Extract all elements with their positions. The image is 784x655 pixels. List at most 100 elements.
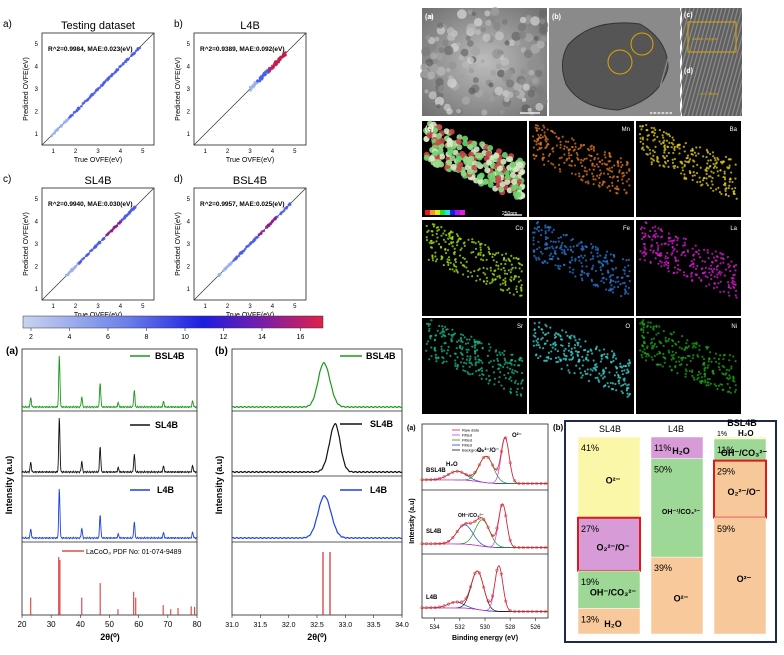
scatter-point	[120, 218, 124, 221]
xps-raw-point	[433, 606, 437, 610]
segment-label: O²⁻	[674, 594, 689, 604]
x-tick: 534	[430, 625, 441, 631]
scatter-point	[93, 246, 96, 250]
xrd-a-frame	[21, 348, 198, 616]
scatter-point	[118, 65, 122, 68]
scatter-point	[238, 252, 242, 255]
xps-raw-point	[424, 606, 428, 610]
scatter-point	[93, 91, 96, 95]
eds-element-map: Ba	[636, 121, 741, 217]
scatter-point	[130, 207, 134, 211]
xps-raw-point	[543, 546, 548, 550]
xps-raw-point	[526, 546, 530, 550]
x-tick: 30	[47, 620, 56, 629]
y-tick: 4	[35, 220, 39, 226]
scatter-point	[55, 128, 59, 132]
scatter-point	[287, 203, 291, 206]
xps-raw-point	[468, 521, 473, 525]
xps-raw-point	[482, 455, 486, 460]
xps-raw-point	[455, 600, 459, 604]
eds-overlay-map	[422, 120, 527, 217]
xps-raw-point	[530, 482, 534, 486]
eds-tag: (e)	[425, 126, 434, 133]
scatter-point	[127, 212, 130, 216]
y-tick: 2	[35, 109, 39, 115]
scatter-point	[73, 110, 77, 114]
x-tick: 4	[271, 149, 275, 155]
scatter-point	[122, 62, 125, 65]
scatter-point	[94, 244, 97, 248]
tem-tag: (b)	[552, 14, 561, 21]
parity-panel: a) Testing dataset R^2=0.9984, MAE:0.023(e…	[3, 19, 155, 164]
scatter-point	[255, 236, 259, 240]
scatter-point	[123, 215, 126, 219]
xps-raw-point	[526, 482, 530, 486]
xps-raw-point	[508, 609, 512, 613]
xrd-trace-l4b	[21, 488, 197, 540]
xps-raw-point	[508, 538, 512, 542]
scatter-point	[248, 242, 252, 246]
xps-raw-point	[455, 469, 459, 473]
colorbar-tick: 14	[258, 334, 266, 341]
xps-raw-point	[530, 610, 534, 614]
column-bsl4b: BSL4B	[727, 418, 757, 428]
scatter-point	[102, 82, 105, 85]
xps-raw-point	[442, 604, 446, 608]
x-tick: 2	[74, 304, 78, 310]
x-tick: 5	[141, 304, 145, 310]
scatter-point	[268, 67, 272, 71]
scatter-point	[262, 229, 266, 233]
microscopy-panels: (a) (b) (c) (d) Lattice fringes d=0.38nm…	[420, 6, 784, 414]
xrd-zoom-bsl4b	[231, 361, 403, 409]
scatter-point	[60, 123, 64, 127]
eds-element-label: Sr	[517, 324, 523, 330]
xps-raw-point	[543, 482, 548, 486]
xps-fit-component	[422, 565, 548, 612]
scatter-point	[283, 53, 287, 56]
xps-raw-point	[429, 606, 433, 610]
scatter-point	[97, 240, 101, 244]
y-tick: 5	[187, 42, 191, 48]
parity-panel: c) SL4B R^2=0.9940, MAE:0.030(eV) 1 1 2 2 3 3 4 4 5…	[3, 174, 155, 319]
scatter-point	[77, 262, 81, 265]
segment-percent: 11%	[717, 445, 734, 455]
eds-element-map: Mn	[529, 121, 634, 217]
y-tick: 5	[35, 42, 39, 48]
y-axis-label: Intensity (a.u)	[214, 456, 224, 515]
scatter-point	[110, 229, 113, 233]
xps-raw-point	[513, 610, 517, 614]
scatter-point	[245, 245, 249, 248]
panel-title: L4B	[240, 20, 260, 32]
xps-raw-point	[446, 472, 451, 477]
xps-raw-point	[468, 473, 473, 477]
x-axis-label: True OVFE(eV)	[74, 312, 122, 319]
scatter-point	[86, 98, 89, 102]
xps-raw-point	[539, 546, 543, 550]
y-tick: 2	[187, 109, 191, 115]
xps-raw-point	[539, 482, 543, 486]
segment-percent: 41%	[581, 443, 599, 453]
scatter-point	[260, 230, 264, 233]
eds-element-map: O	[529, 318, 634, 414]
panel-title: SL4B	[85, 175, 112, 187]
x-tick: 1	[204, 149, 208, 155]
y-tick: 5	[35, 197, 39, 203]
scatter-point	[68, 114, 72, 118]
xps-raw-point	[446, 602, 451, 606]
parity-panel: b) L4B R^2=0.9389, MAE:0.092(eV) 1 1 2 2 3 3 4 4 5 5…	[174, 19, 307, 164]
y-tick: 4	[187, 220, 191, 226]
y-tick: 4	[187, 65, 191, 71]
scatter-point	[251, 240, 255, 243]
bar-segment	[650, 458, 704, 558]
segment-percent: 13%	[581, 614, 599, 624]
x-tick: 3	[248, 149, 252, 155]
panel-title: BSL4B	[233, 175, 267, 187]
y-axis-label: Intensity (a.u)	[409, 498, 416, 544]
xrd-zoom-sl4b	[231, 423, 403, 474]
segment-label: H₂O	[738, 429, 754, 438]
scatter-point	[281, 210, 284, 214]
xps-legend-entry: Fitted	[462, 443, 472, 448]
x-tick: 1	[52, 149, 56, 155]
scatter-point	[133, 205, 136, 209]
panel-tag: (a)	[6, 346, 18, 357]
